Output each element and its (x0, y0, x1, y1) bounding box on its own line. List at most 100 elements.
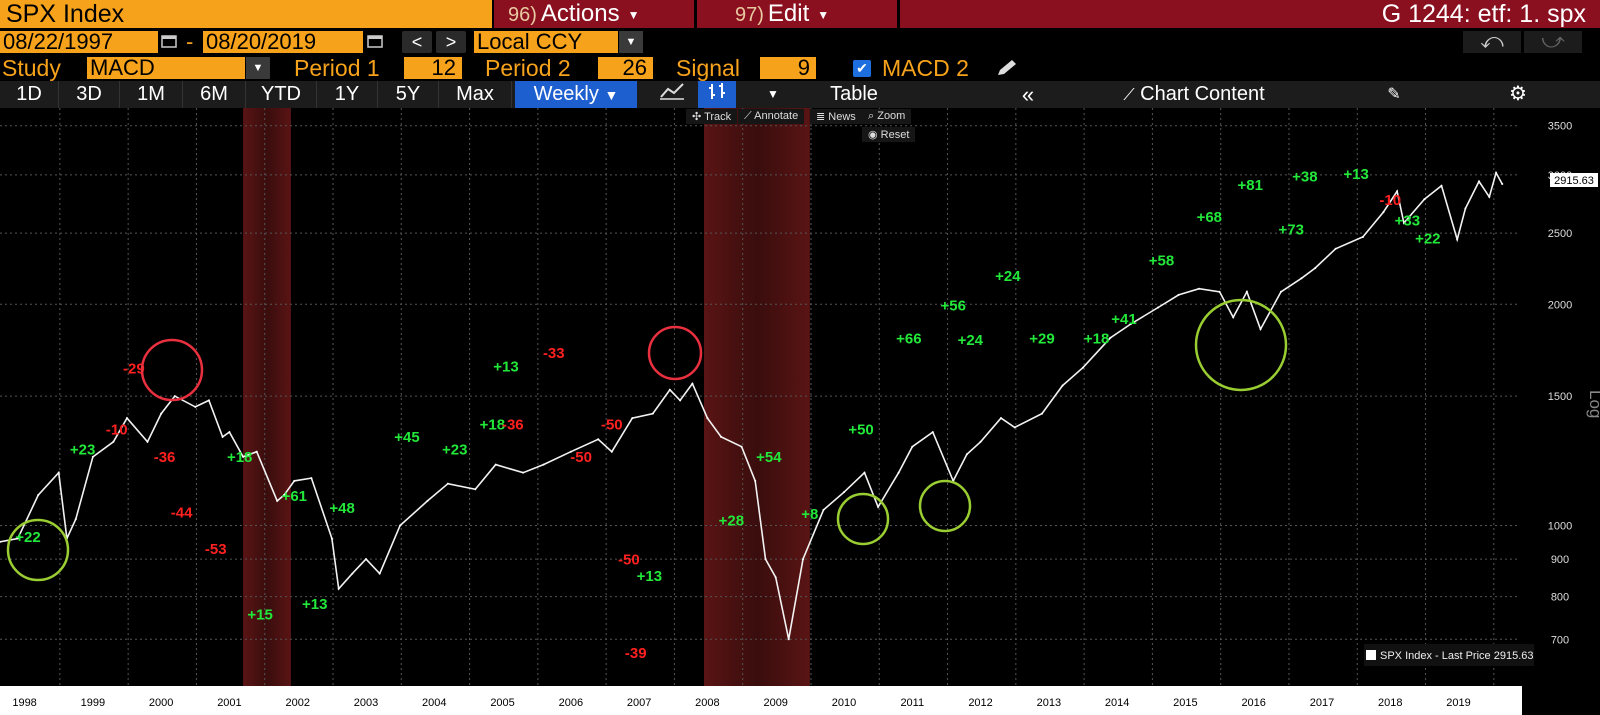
period-ytd[interactable]: YTD (246, 81, 317, 108)
price-chart[interactable]: +22 +23 -10 -29 -36 -44 -53 +18 +61 +15 +13 +48 +45 +… (0, 108, 1600, 715)
y-tick-label-8: 3500 (1548, 121, 1572, 133)
date-dash: - (186, 29, 194, 54)
price-point (1456, 238, 1459, 241)
price-point (276, 499, 279, 502)
macd-signal-label: +61 (282, 488, 307, 505)
price-point (897, 471, 900, 474)
price-point (426, 499, 429, 502)
period1-input[interactable]: 12 (404, 57, 462, 79)
annotate-tool[interactable]: ⟋ Annotate (738, 109, 805, 124)
previous-button[interactable]: < (402, 31, 432, 53)
price-point (1300, 277, 1303, 280)
x-tick-label-8: 2006 (559, 697, 583, 709)
price-point (293, 479, 296, 482)
collapse-icon[interactable]: « (1021, 82, 1035, 107)
period-1y[interactable]: 1Y (317, 81, 378, 108)
period-1m[interactable]: 1M (120, 81, 183, 108)
price-point (542, 463, 545, 466)
currency-select[interactable]: Local CCY (474, 31, 618, 53)
price-point (1109, 336, 1112, 339)
actions-menu[interactable]: 96) Actions ▼ (494, 0, 694, 28)
news-tool[interactable]: ≣ News (810, 109, 862, 124)
price-point (255, 450, 258, 453)
macd-signal-label: -36 (502, 417, 524, 434)
zoom-tool[interactable]: ⌕ Zoom (862, 109, 912, 124)
price-point (911, 445, 914, 448)
price-point (1000, 417, 1003, 420)
y-tick-label-3: 1000 (1548, 520, 1572, 532)
annotation-circle (836, 492, 890, 546)
macd-signal-label: -36 (154, 449, 176, 466)
zoom-label: Zoom (877, 110, 906, 122)
bar-chart-icon[interactable] (698, 81, 736, 108)
chart-type-dropdown[interactable]: ▼ (767, 87, 779, 101)
x-tick-label-13: 2011 (900, 697, 924, 709)
price-point (668, 388, 671, 391)
period-max[interactable]: Max (439, 81, 512, 108)
news-label: News (828, 111, 856, 123)
start-date-input[interactable]: 08/22/1997 (0, 31, 158, 53)
macd-signal-label: +13 (493, 359, 518, 376)
x-tick-label-7: 2005 (490, 697, 514, 709)
period-3d[interactable]: 3D (59, 81, 120, 108)
chevron-down-icon[interactable]: ▼ (246, 57, 270, 79)
pencil-icon[interactable] (994, 58, 1020, 83)
x-tick-label-10: 2008 (695, 697, 719, 709)
price-point (310, 477, 313, 480)
chevron-down-icon[interactable]: ▼ (619, 31, 643, 53)
period-6m[interactable]: 6M (183, 81, 246, 108)
calendar-icon[interactable] (161, 33, 179, 49)
price-point (160, 412, 163, 415)
price-point (691, 382, 694, 385)
macd-signal-label: +54 (756, 449, 782, 466)
price-point (112, 440, 115, 443)
period2-input[interactable]: 26 (598, 57, 653, 79)
end-date-input[interactable]: 08/20/2019 (203, 31, 363, 53)
period1-label: Period 1 (294, 55, 380, 81)
track-tool[interactable]: ✣ Track (686, 109, 738, 124)
line-chart-icon[interactable] (654, 81, 690, 108)
macd-signal-label: +22 (15, 529, 40, 546)
legend-text: SPX Index - Last Price 2915.63 (1380, 650, 1533, 662)
gear-icon[interactable]: ⚙ (1509, 83, 1527, 105)
calendar-icon[interactable] (367, 33, 385, 49)
price-point (1396, 190, 1399, 193)
macd-signal-label: +56 (941, 298, 966, 315)
period-1d[interactable]: 1D (0, 81, 59, 108)
frequency-select[interactable]: Weekly ▼ (515, 81, 637, 108)
price-point (1280, 290, 1283, 293)
redo-icon[interactable]: ⤻ (1524, 30, 1582, 53)
next-button[interactable]: > (436, 31, 466, 53)
chart-content-button[interactable]: ⟋ Chart Content (1094, 81, 1294, 108)
macd-signal-label: +23 (442, 441, 467, 458)
study-select[interactable]: MACD (87, 57, 245, 79)
macd-signal-label: +13 (302, 596, 327, 613)
price-point (1081, 366, 1084, 369)
macd-signal-label: +58 (1149, 252, 1174, 269)
annotation-circle (6, 518, 70, 582)
price-point (802, 558, 805, 561)
macd-signal-label: -33 (543, 345, 565, 362)
macd2-checkbox[interactable]: ✔ (853, 60, 871, 77)
period-5y[interactable]: 5Y (378, 81, 439, 108)
x-tick-label-5: 2003 (354, 697, 378, 709)
macd-signal-label: +23 (70, 441, 95, 458)
signal-input[interactable]: 9 (760, 57, 816, 79)
table-button[interactable]: Table (830, 83, 878, 105)
x-tick-label-0: 1998 (12, 697, 36, 709)
price-point (679, 399, 682, 402)
reset-tool[interactable]: ◉ Reset (862, 127, 916, 142)
x-axis-bar (0, 686, 1522, 715)
price-point (378, 572, 381, 575)
x-tick-label-12: 2010 (832, 697, 856, 709)
macd-signal-label: -50 (601, 417, 623, 434)
edit-chart-icon[interactable]: ✎ (1387, 86, 1401, 103)
undo-icon[interactable]: ⤺ (1463, 30, 1521, 53)
price-point (1402, 222, 1405, 225)
price-point (399, 524, 402, 527)
security-field[interactable]: SPX Index (0, 0, 492, 28)
edit-menu[interactable]: 97) Edit ▼ (697, 0, 897, 28)
macd-signal-label: +38 (1292, 168, 1317, 185)
reset-label: Reset (880, 129, 910, 141)
price-point (754, 479, 757, 482)
